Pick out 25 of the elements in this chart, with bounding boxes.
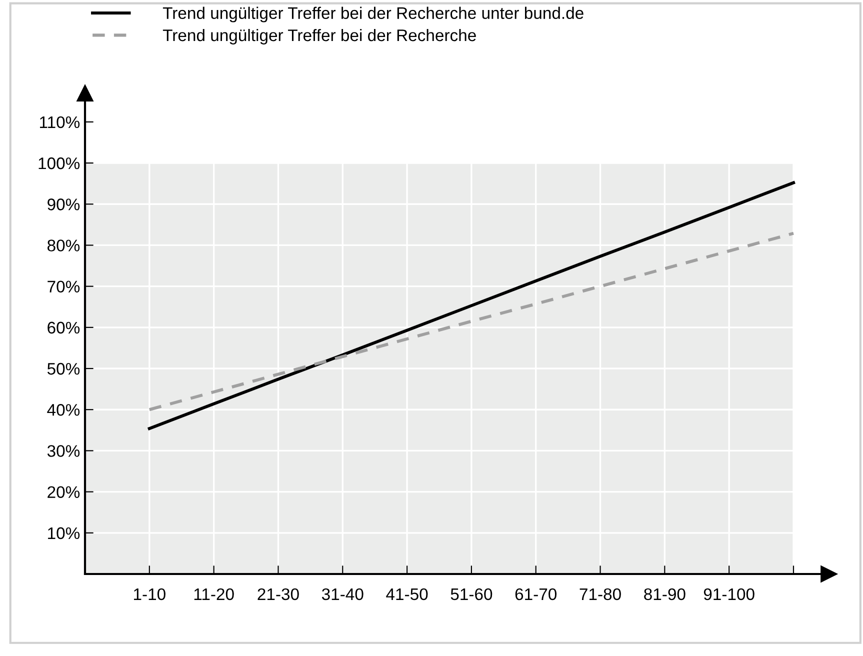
line-series — [148, 232, 796, 412]
y-tick-label: 10% — [48, 527, 80, 540]
x-tick-label: 61-70 — [515, 588, 557, 600]
legend-label: Trend ungültiger Treffer bei der Recherche — [162, 28, 476, 44]
x-tick-label: 1-10 — [134, 588, 166, 600]
y-tick-label: 30% — [47, 445, 80, 457]
x-tick-label: 21-30 — [258, 588, 299, 600]
legend-label: Trend ungültiger Treffer bei der Recherche unter bund.de — [162, 6, 584, 22]
y-tick-label: 100% — [38, 157, 80, 170]
y-tick-label: 50% — [47, 362, 80, 375]
y-tick-label: 90% — [48, 198, 80, 210]
x-tick-label: 51-60 — [450, 588, 492, 600]
y-tick-label: 70% — [48, 280, 80, 293]
line-series — [148, 181, 796, 430]
y-tick-label: 110% — [40, 116, 80, 128]
y-tick-label: 60% — [48, 322, 80, 334]
y-tick-label: 80% — [48, 240, 80, 252]
x-tick-label: 11-20 — [194, 588, 234, 600]
x-tick-label: 81-90 — [644, 588, 686, 600]
y-tick-label: 40% — [47, 404, 80, 416]
x-tick-label: 71-80 — [580, 588, 621, 600]
x-tick-label: 31-40 — [322, 588, 364, 600]
x-tick-label: 41-50 — [386, 588, 428, 600]
y-tick-label: 20% — [48, 486, 80, 498]
x-tick-label: 91-100 — [704, 588, 754, 600]
